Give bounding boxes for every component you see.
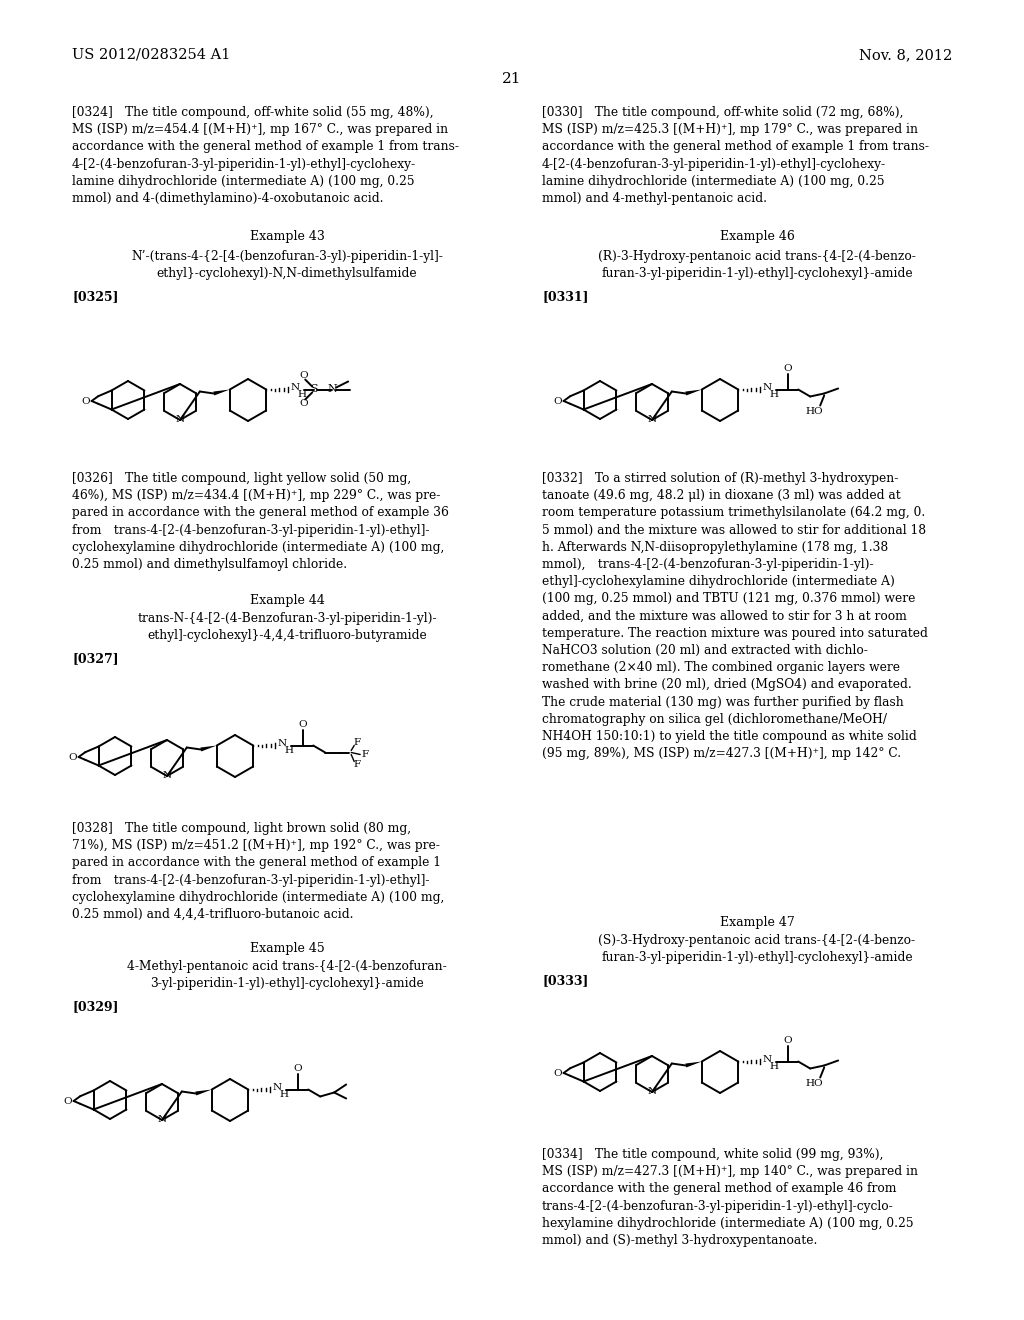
Text: (S)-3-Hydroxy-pentanoic acid trans-{4-[2-(4-benzo-
furan-3-yl-piperidin-1-yl)-et: (S)-3-Hydroxy-pentanoic acid trans-{4-[2… — [598, 935, 915, 964]
Text: N: N — [272, 1082, 282, 1092]
Text: N: N — [163, 771, 172, 780]
Text: O: O — [294, 1064, 302, 1073]
Text: O: O — [69, 752, 77, 762]
Text: 21: 21 — [502, 73, 522, 86]
Text: [0327]: [0327] — [72, 652, 119, 665]
Text: N: N — [762, 1055, 771, 1064]
Text: [0328] The title compound, light brown solid (80 mg,
71%), MS (ISP) m/z=451.2 [(: [0328] The title compound, light brown s… — [72, 822, 444, 921]
Text: S: S — [310, 384, 318, 395]
Text: (R)-3-Hydroxy-pentanoic acid trans-{4-[2-(4-benzo-
furan-3-yl-piperidin-1-yl)-et: (R)-3-Hydroxy-pentanoic acid trans-{4-[2… — [598, 249, 915, 280]
Text: F: F — [353, 738, 360, 747]
Text: Example 47: Example 47 — [720, 916, 795, 929]
Text: HO: HO — [805, 1078, 823, 1088]
Text: H: H — [285, 746, 293, 755]
Polygon shape — [201, 746, 217, 751]
Text: H: H — [769, 389, 778, 399]
Text: [0334] The title compound, white solid (99 mg, 93%),
MS (ISP) m/z=427.3 [(M+H)⁺]: [0334] The title compound, white solid (… — [542, 1148, 918, 1247]
Text: N: N — [647, 1088, 656, 1097]
Text: O: O — [553, 1068, 562, 1077]
Text: [0326] The title compound, light yellow solid (50 mg,
46%), MS (ISP) m/z=434.4 [: [0326] The title compound, light yellow … — [72, 473, 449, 572]
Polygon shape — [685, 1061, 701, 1068]
Text: F: F — [361, 750, 369, 759]
Text: Example 46: Example 46 — [720, 230, 795, 243]
Text: [0331]: [0331] — [542, 290, 589, 304]
Text: [0333]: [0333] — [542, 974, 589, 987]
Text: N: N — [278, 739, 287, 748]
Text: N: N — [175, 416, 184, 425]
Text: Example 44: Example 44 — [250, 594, 325, 607]
Polygon shape — [196, 1089, 212, 1096]
Text: [0324] The title compound, off-white solid (55 mg, 48%),
MS (ISP) m/z=454.4 [(M+: [0324] The title compound, off-white sol… — [72, 106, 459, 205]
Text: N: N — [290, 383, 299, 392]
Text: Example 45: Example 45 — [250, 942, 325, 954]
Text: [0330] The title compound, off-white solid (72 mg, 68%),
MS (ISP) m/z=425.3 [(M+: [0330] The title compound, off-white sol… — [542, 106, 929, 205]
Text: H: H — [297, 389, 306, 399]
Text: N: N — [762, 383, 771, 392]
Polygon shape — [685, 389, 701, 396]
Text: HO: HO — [805, 407, 823, 416]
Text: [0325]: [0325] — [72, 290, 119, 304]
Text: O: O — [553, 396, 562, 405]
Text: US 2012/0283254 A1: US 2012/0283254 A1 — [72, 48, 230, 62]
Polygon shape — [213, 389, 229, 396]
Text: O: O — [300, 399, 308, 408]
Text: N: N — [158, 1115, 167, 1125]
Text: O: O — [300, 371, 308, 380]
Text: Nov. 8, 2012: Nov. 8, 2012 — [859, 48, 952, 62]
Text: O: O — [784, 1036, 793, 1045]
Text: O: O — [299, 719, 307, 729]
Text: H: H — [769, 1063, 778, 1071]
Text: Example 43: Example 43 — [250, 230, 325, 243]
Text: O: O — [81, 396, 90, 405]
Text: H: H — [280, 1090, 288, 1100]
Text: N: N — [328, 384, 337, 395]
Text: N’-(trans-4-{2-[4-(benzofuran-3-yl)-piperidin-1-yl]-
ethyl}-cyclohexyl)-N,N-dime: N’-(trans-4-{2-[4-(benzofuran-3-yl)-pipe… — [131, 249, 443, 280]
Text: O: O — [63, 1097, 72, 1106]
Text: O: O — [784, 364, 793, 374]
Text: 4-Methyl-pentanoic acid trans-{4-[2-(4-benzofuran-
3-yl-piperidin-1-yl)-ethyl]-c: 4-Methyl-pentanoic acid trans-{4-[2-(4-b… — [127, 960, 446, 990]
Text: N: N — [647, 416, 656, 425]
Text: [0332] To a stirred solution of (R)-methyl 3-hydroxypen-
tanoate (49.6 mg, 48.2 : [0332] To a stirred solution of (R)-meth… — [542, 473, 928, 760]
Text: [0329]: [0329] — [72, 1001, 119, 1012]
Text: trans-N-{4-[2-(4-Benzofuran-3-yl-piperidin-1-yl)-
ethyl]-cyclohexyl}-4,4,4-trifl: trans-N-{4-[2-(4-Benzofuran-3-yl-piperid… — [137, 612, 437, 642]
Text: F: F — [353, 760, 360, 770]
